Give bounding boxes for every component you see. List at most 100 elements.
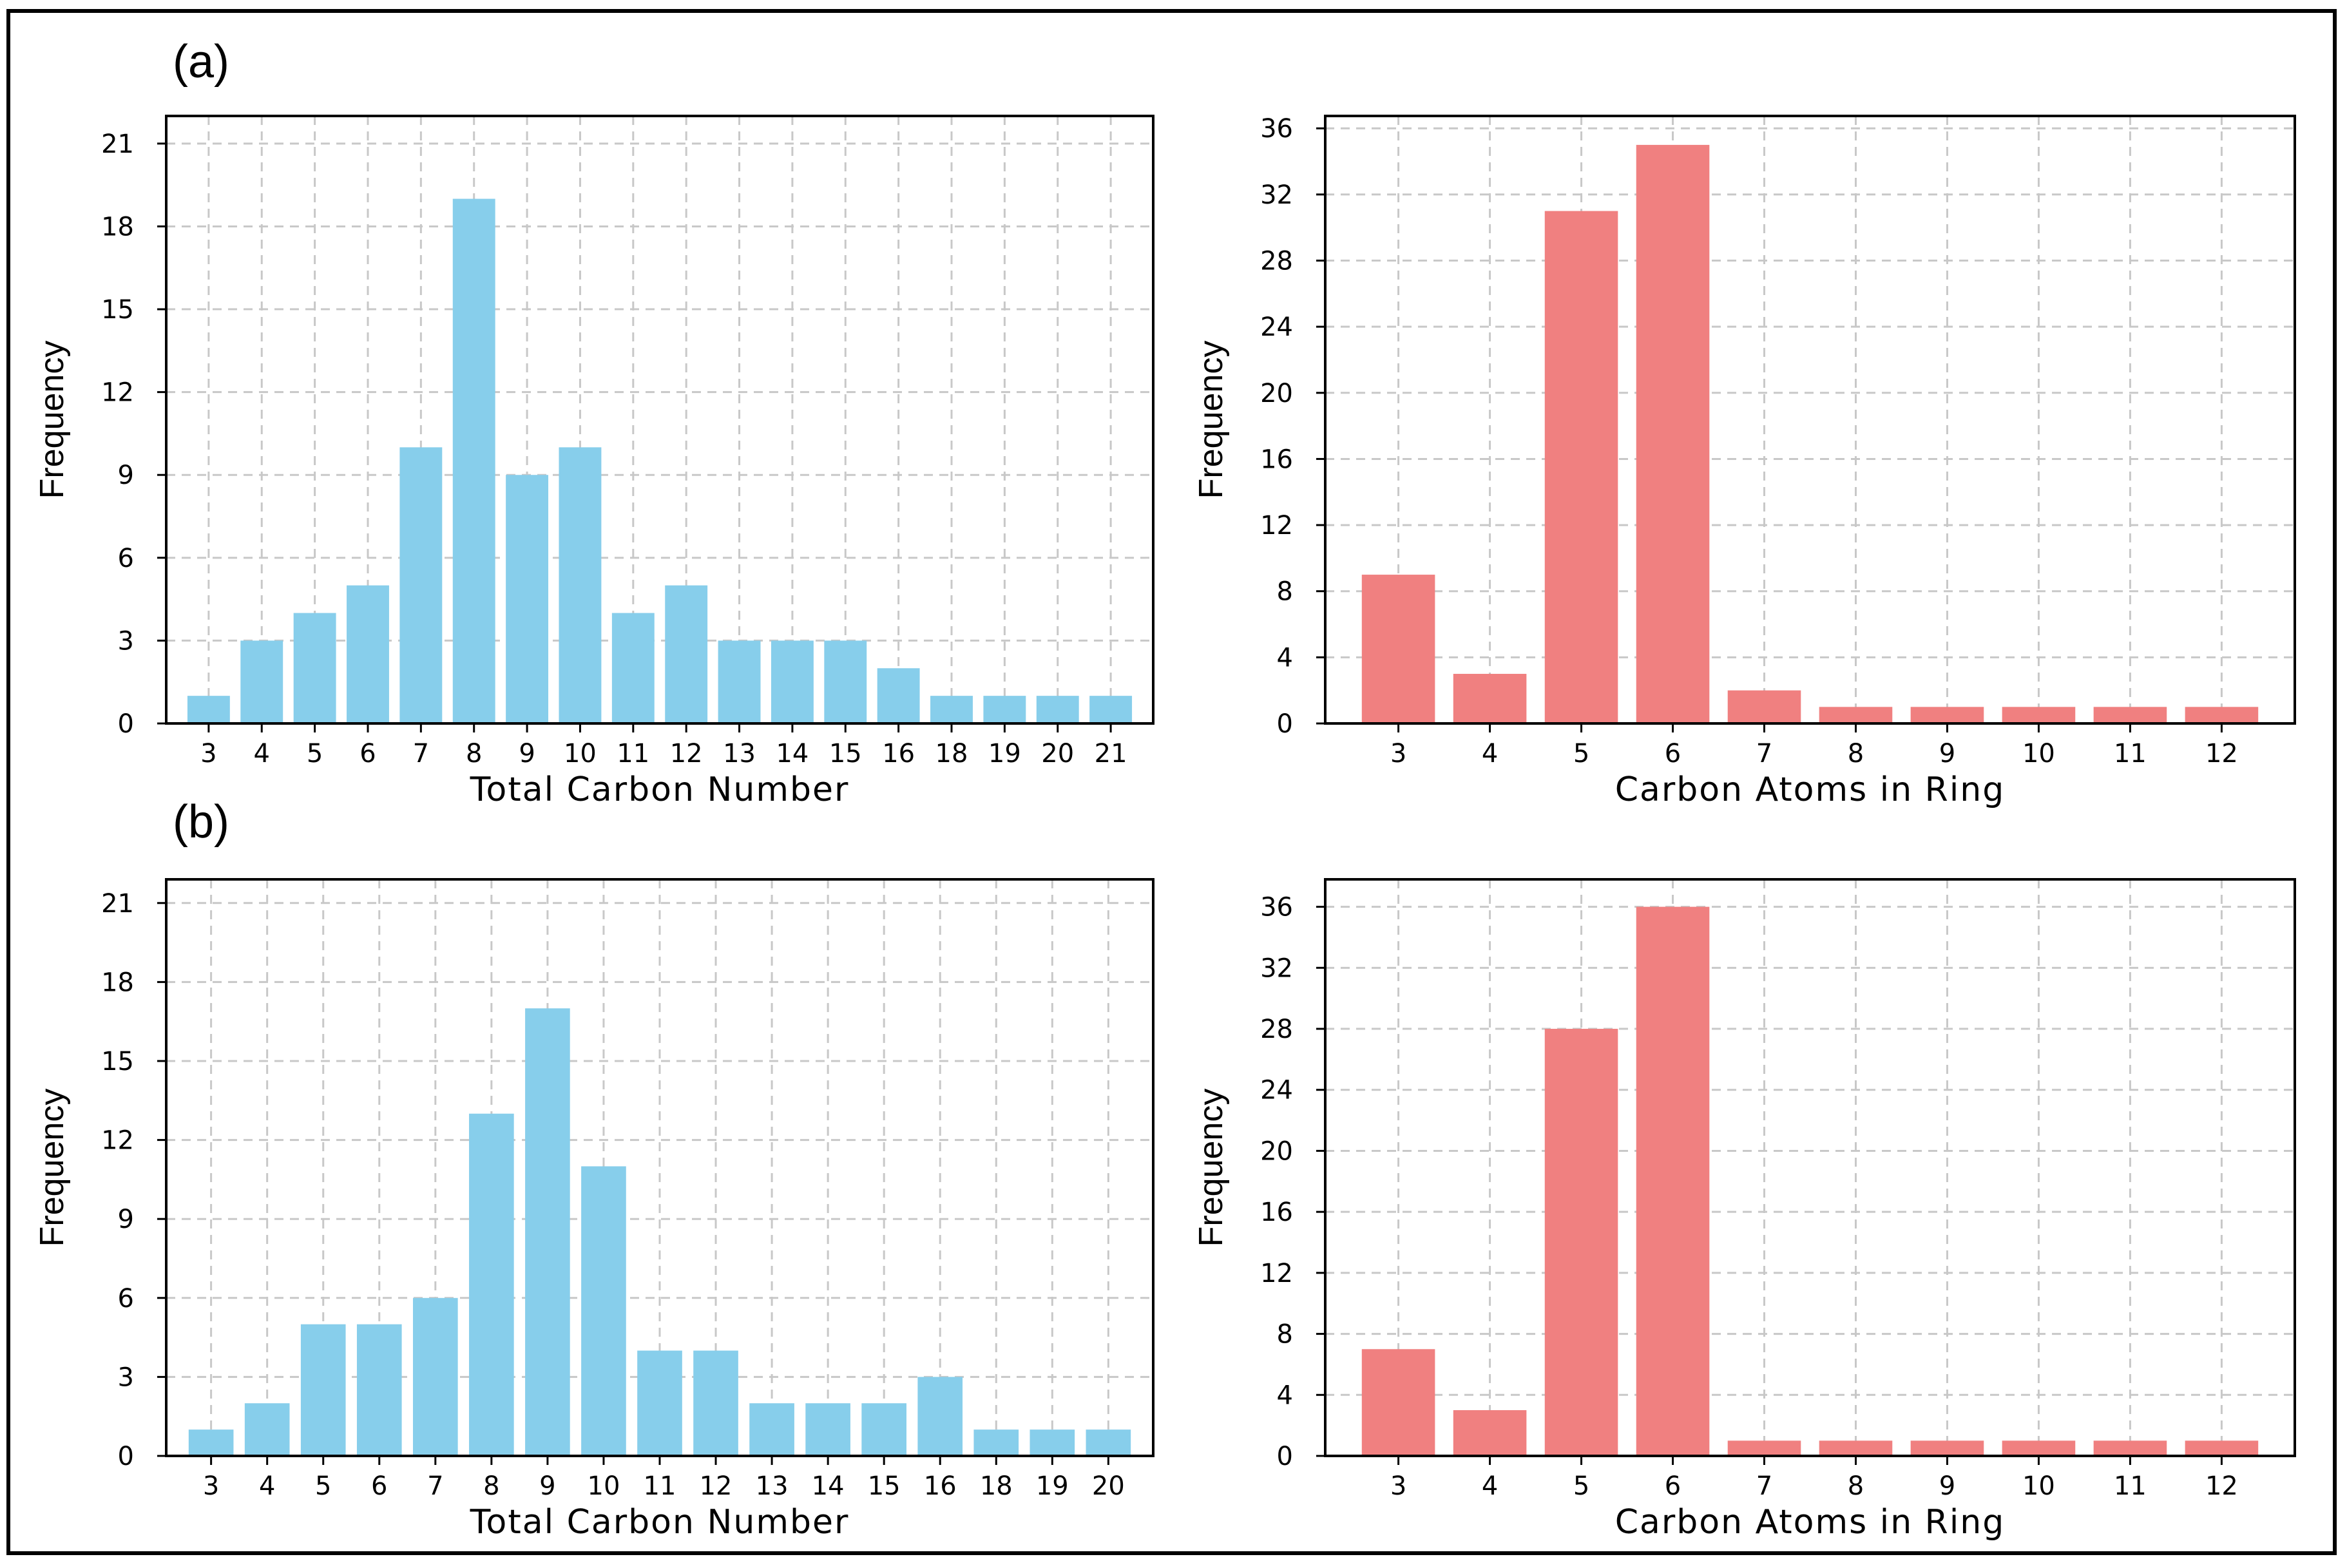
chart-2-ytick-label: 36 bbox=[1260, 114, 1293, 144]
panel-label-a: (a) bbox=[173, 36, 229, 88]
chart-3-bar-19 bbox=[1030, 1429, 1075, 1456]
chart-3-xtick-label: 9 bbox=[539, 1471, 555, 1501]
chart-1-xtick-label: 5 bbox=[307, 739, 323, 769]
chart-4-bar-7 bbox=[1727, 1440, 1801, 1456]
chart-2-xtick-label: 9 bbox=[1939, 739, 1955, 769]
chart-3-bar-6 bbox=[356, 1324, 402, 1456]
chart-1-xtick-label: 16 bbox=[882, 739, 915, 769]
chart-4-xtick-label: 3 bbox=[1390, 1471, 1406, 1501]
chart-1-axes-frame bbox=[165, 115, 1154, 725]
chart-1-bar-6 bbox=[347, 585, 389, 723]
chart-2-xtick-label: 12 bbox=[2205, 739, 2238, 769]
chart-3-xtick-label: 7 bbox=[427, 1471, 443, 1501]
chart-4-ytick-label: 28 bbox=[1260, 1015, 1293, 1044]
chart-2-bar-8 bbox=[1819, 707, 1893, 723]
chart-1-yaxis-label: Frequency bbox=[34, 341, 71, 499]
chart-1-ytick-label: 18 bbox=[101, 212, 134, 242]
chart-2-bar-5 bbox=[1544, 211, 1618, 724]
chart-2-ytick-label: 16 bbox=[1260, 445, 1293, 474]
chart-1-ytick-label: 3 bbox=[118, 626, 134, 656]
chart-3-xtick-label: 4 bbox=[259, 1471, 275, 1501]
chart-4-axes-frame bbox=[1324, 878, 2296, 1457]
chart-2-xaxis-label: Carbon Atoms in Ring bbox=[1615, 770, 2005, 809]
chart-4-ytick-label: 4 bbox=[1277, 1381, 1293, 1410]
chart-1-bar-11 bbox=[611, 613, 655, 723]
chart-2-ytick-label: 24 bbox=[1260, 312, 1293, 342]
chart-4-yaxis-label: Frequency bbox=[1193, 1089, 1230, 1247]
chart-3-xaxis-label: Total Carbon Number bbox=[470, 1503, 850, 1542]
chart-2-ytick-label: 32 bbox=[1260, 180, 1293, 210]
chart-2-yaxis-label: Frequency bbox=[1193, 341, 1230, 499]
chart-1-xtick-label: 12 bbox=[670, 739, 703, 769]
chart-3-bar-13 bbox=[749, 1403, 794, 1456]
chart-4-xtick-label: 12 bbox=[2205, 1471, 2238, 1501]
chart-4-bar-12 bbox=[2185, 1440, 2259, 1456]
chart-1-bar-19 bbox=[983, 696, 1026, 723]
chart-2-bar-12 bbox=[2185, 707, 2259, 723]
chart-1-bar-16 bbox=[877, 668, 920, 723]
chart-3-xtick-label: 14 bbox=[812, 1471, 845, 1501]
chart-2-xtick-label: 7 bbox=[1756, 739, 1772, 769]
chart-3-bar-3 bbox=[188, 1429, 234, 1456]
chart-1-bar-4 bbox=[240, 640, 283, 723]
chart-4-ytick-label: 0 bbox=[1277, 1442, 1293, 1471]
chart-4-bar-11 bbox=[2093, 1440, 2167, 1456]
chart-2-ytick-label: 8 bbox=[1277, 577, 1293, 607]
chart-4-ytick-label: 32 bbox=[1260, 953, 1293, 983]
chart-1-xtick-label: 20 bbox=[1041, 739, 1074, 769]
chart-3-xtick-label: 12 bbox=[700, 1471, 733, 1501]
chart-1-xtick-label: 10 bbox=[564, 739, 597, 769]
chart-4-xtick-label: 8 bbox=[1848, 1471, 1864, 1501]
chart-3-xtick-label: 6 bbox=[371, 1471, 387, 1501]
chart-4-xaxis-label: Carbon Atoms in Ring bbox=[1615, 1503, 2005, 1542]
chart-1-xtick-label: 15 bbox=[829, 739, 862, 769]
chart-3-bar-5 bbox=[300, 1324, 346, 1456]
chart-3-ytick-label: 0 bbox=[118, 1442, 134, 1471]
chart-3-bar-14 bbox=[805, 1403, 850, 1456]
chart-2-bar-4 bbox=[1453, 674, 1527, 723]
chart-2-bar-7 bbox=[1727, 690, 1801, 723]
chart-2-xtick-label: 10 bbox=[2022, 739, 2055, 769]
chart-2-xtick-label: 3 bbox=[1390, 739, 1406, 769]
chart-4-ytick-label: 24 bbox=[1260, 1076, 1293, 1105]
chart-2-bar-6 bbox=[1636, 144, 1710, 723]
chart-1-xtick-label: 21 bbox=[1095, 739, 1127, 769]
chart-3-bar-4 bbox=[244, 1403, 290, 1456]
chart-1-bar-9 bbox=[506, 475, 549, 723]
chart-4-xtick-label: 11 bbox=[2114, 1471, 2147, 1501]
chart-1-xtick-label: 7 bbox=[413, 739, 429, 769]
chart-1-bar-5 bbox=[293, 613, 336, 723]
chart-3-ytick-label: 18 bbox=[101, 968, 134, 997]
chart-3-xtick-label: 5 bbox=[315, 1471, 331, 1501]
chart-2-axes-frame bbox=[1324, 115, 2296, 725]
chart-3-bar-10 bbox=[581, 1166, 626, 1456]
chart-3-bar-8 bbox=[469, 1113, 514, 1456]
chart-3-xtick-label: 8 bbox=[483, 1471, 499, 1501]
chart-3-xtick-label: 16 bbox=[924, 1471, 957, 1501]
chart-4-xtick-label: 9 bbox=[1939, 1471, 1955, 1501]
chart-1-ytick-label: 12 bbox=[101, 378, 134, 408]
chart-2-xtick-label: 6 bbox=[1665, 739, 1681, 769]
chart-3-ytick-label: 15 bbox=[101, 1047, 134, 1076]
chart-3-ytick-label: 21 bbox=[101, 889, 134, 919]
chart-4-bar-9 bbox=[1910, 1440, 1984, 1456]
chart-4-bar-6 bbox=[1636, 906, 1710, 1456]
chart-3-ytick-label: 9 bbox=[118, 1205, 134, 1234]
chart-2-xtick-label: 4 bbox=[1482, 739, 1498, 769]
chart-1-bar-3 bbox=[187, 696, 230, 723]
chart-3-bar-12 bbox=[693, 1350, 738, 1456]
chart-1-xtick-label: 9 bbox=[519, 739, 535, 769]
chart-4-xtick-label: 4 bbox=[1482, 1471, 1498, 1501]
chart-1-bar-14 bbox=[771, 640, 814, 723]
chart-3-bar-16 bbox=[917, 1377, 963, 1456]
chart-3-bar-9 bbox=[525, 1008, 570, 1456]
panel-label-b: (b) bbox=[173, 796, 229, 848]
chart-1-xtick-label: 4 bbox=[254, 739, 270, 769]
chart-2-xtick-label: 8 bbox=[1848, 739, 1864, 769]
chart-2-xtick-label: 11 bbox=[2114, 739, 2147, 769]
chart-4-ytick-label: 12 bbox=[1260, 1259, 1293, 1288]
chart-4-ytick-label: 36 bbox=[1260, 893, 1293, 923]
chart-3-bar-15 bbox=[861, 1403, 906, 1456]
chart-1-bar-8 bbox=[452, 198, 495, 723]
chart-1-xtick-label: 19 bbox=[988, 739, 1021, 769]
